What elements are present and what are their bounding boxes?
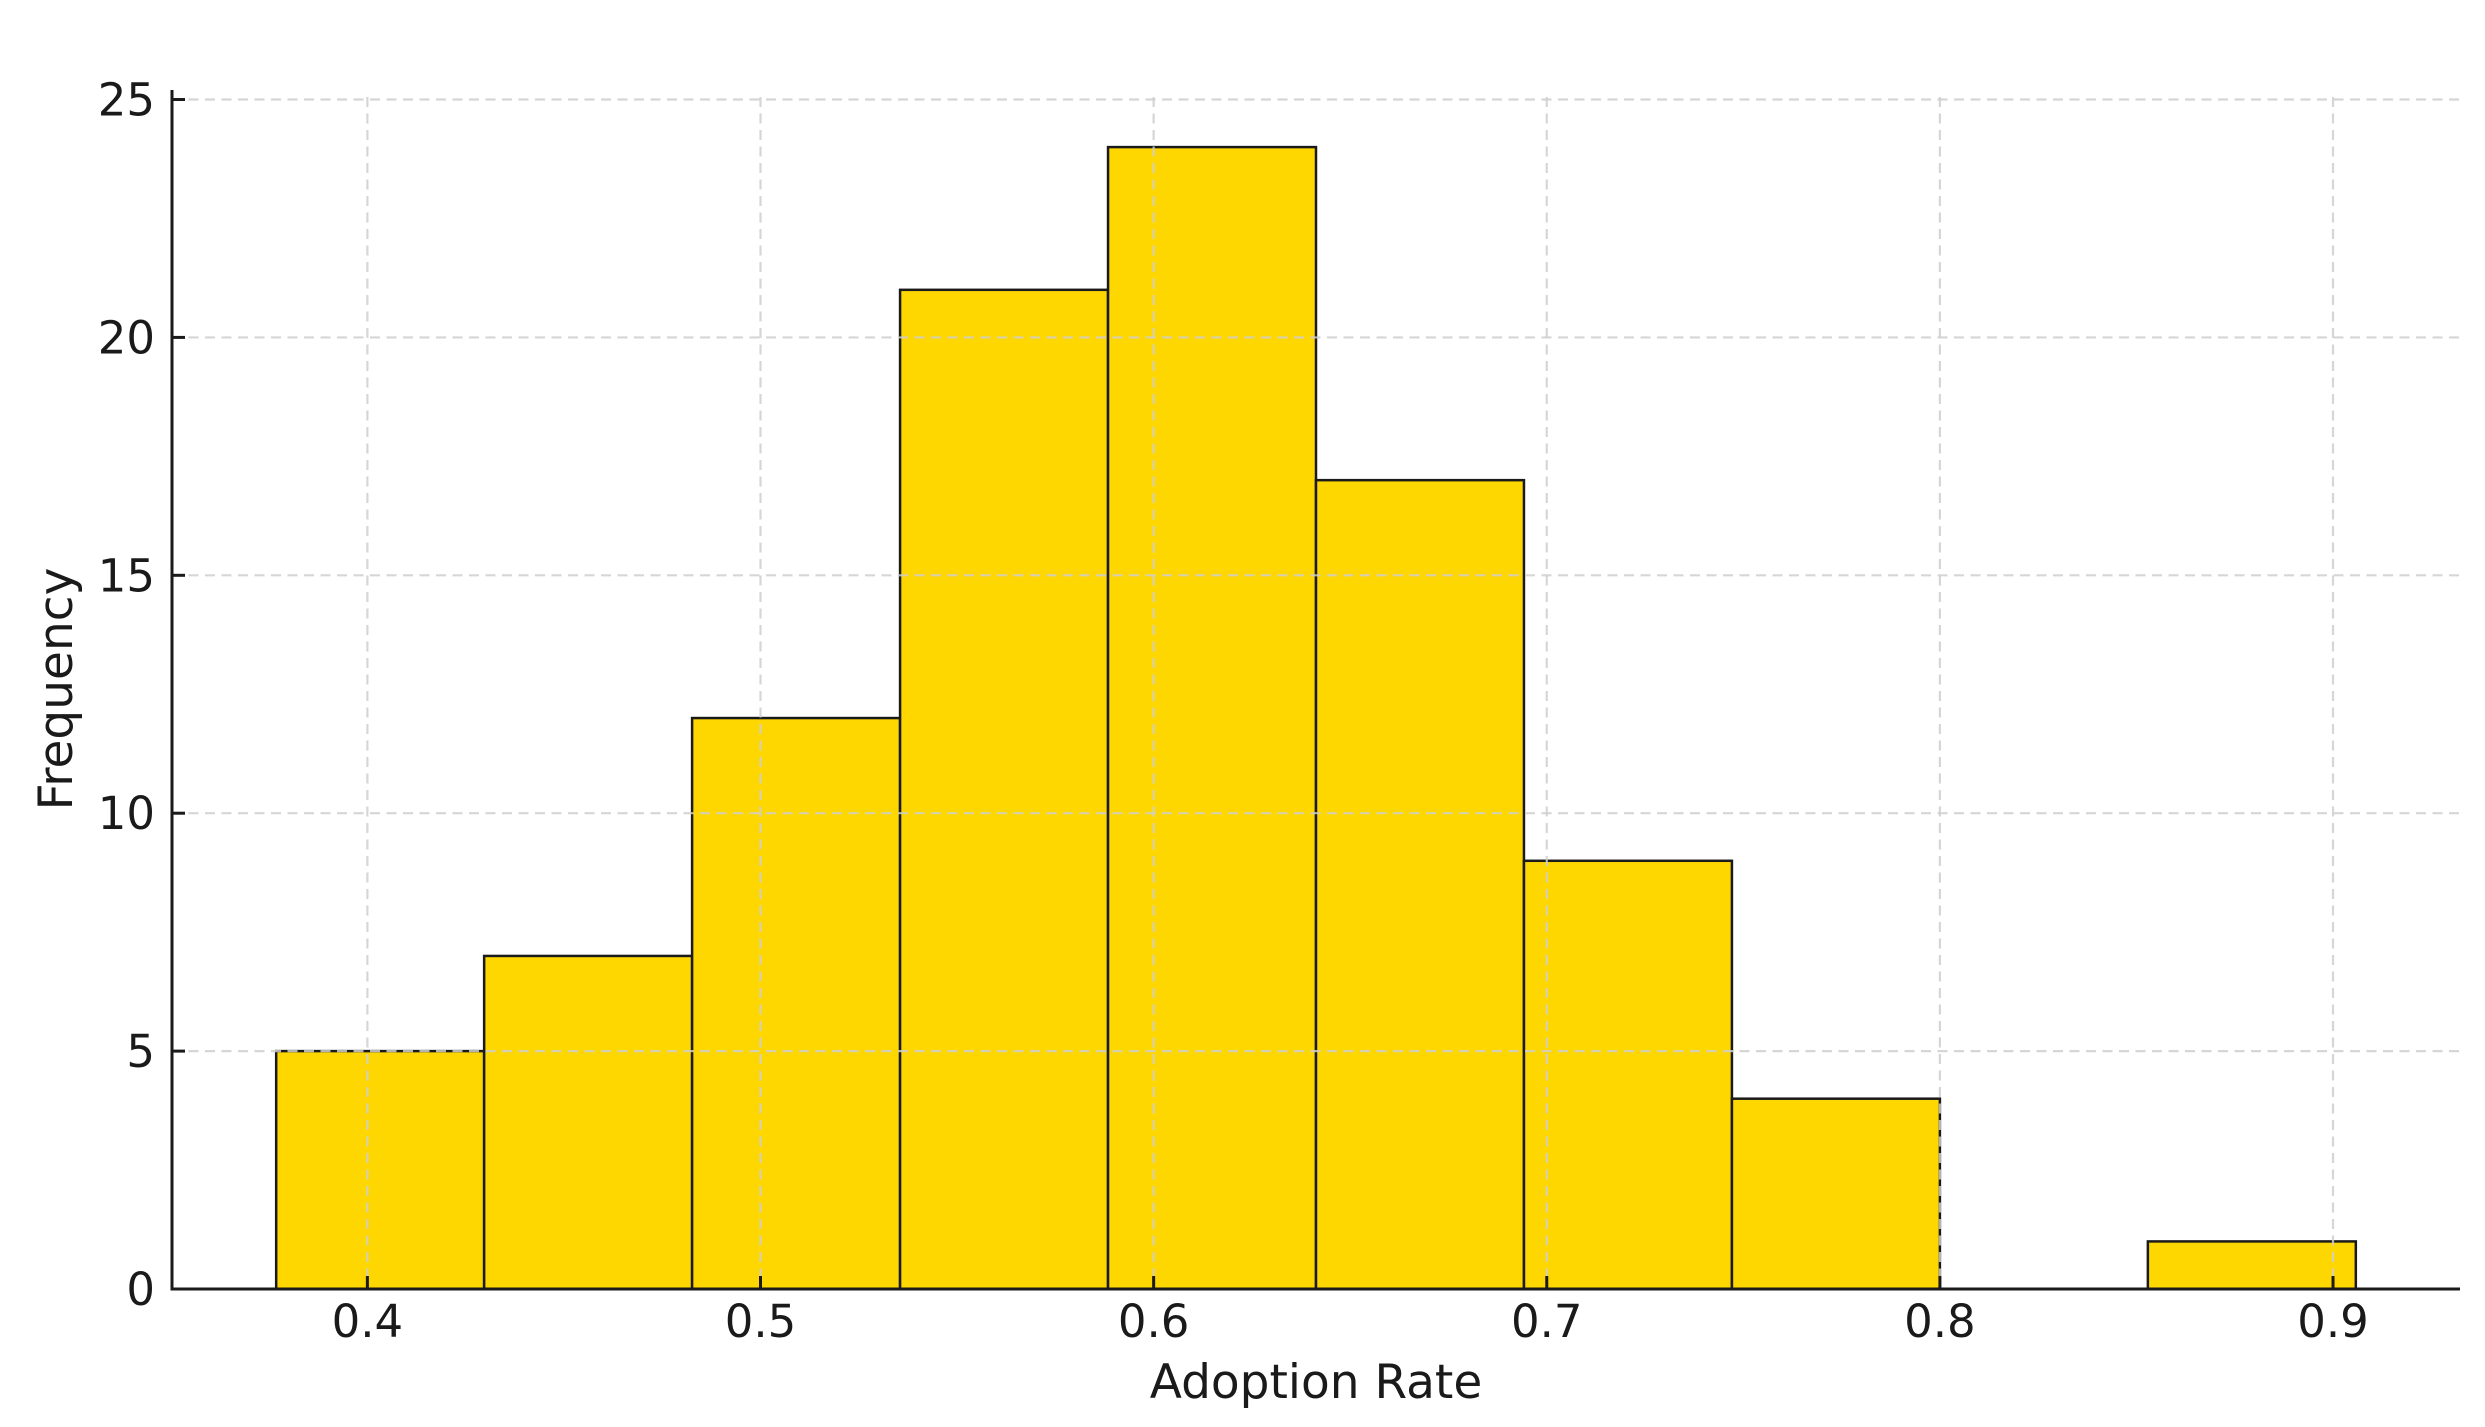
y-tick-label: 0 [126,1263,155,1316]
x-tick-label: 0.9 [2297,1295,2369,1348]
x-tick-label: 0.7 [1511,1295,1583,1348]
x-axis-title: Adoption Rate [1150,1355,1483,1410]
y-tick-label: 20 [98,311,155,364]
bars-layer [274,145,2358,1291]
histogram-bar [482,954,694,1291]
histogram-bar [274,1049,486,1291]
y-tick-label: 25 [98,74,155,127]
tick-mark-layer [172,98,2335,1291]
y-tick-label: 5 [126,1025,155,1078]
tick-label-layer: 0.4 0.5 0.6 0.7 0.8 0.9 0 5 10 15 20 25 [98,74,2369,1348]
histogram-bar [1106,145,1318,1291]
y-tick-label: 10 [98,787,155,840]
grid-layer [172,97,2460,1289]
x-tick-label: 0.4 [332,1295,404,1348]
axis-spine-layer [170,90,2460,1291]
histogram-bar [1314,478,1526,1291]
y-axis-title: Frequency [29,568,84,811]
histogram-bar [1522,859,1734,1291]
y-tick-label: 15 [98,549,155,602]
x-tick-label: 0.5 [725,1295,797,1348]
histogram-bar [1730,1097,1942,1291]
histogram-bar [898,288,1110,1291]
histogram-bar [690,716,902,1291]
histogram-bar [2146,1240,2358,1291]
x-tick-label: 0.6 [1118,1295,1190,1348]
x-tick-label: 0.8 [1904,1295,1976,1348]
